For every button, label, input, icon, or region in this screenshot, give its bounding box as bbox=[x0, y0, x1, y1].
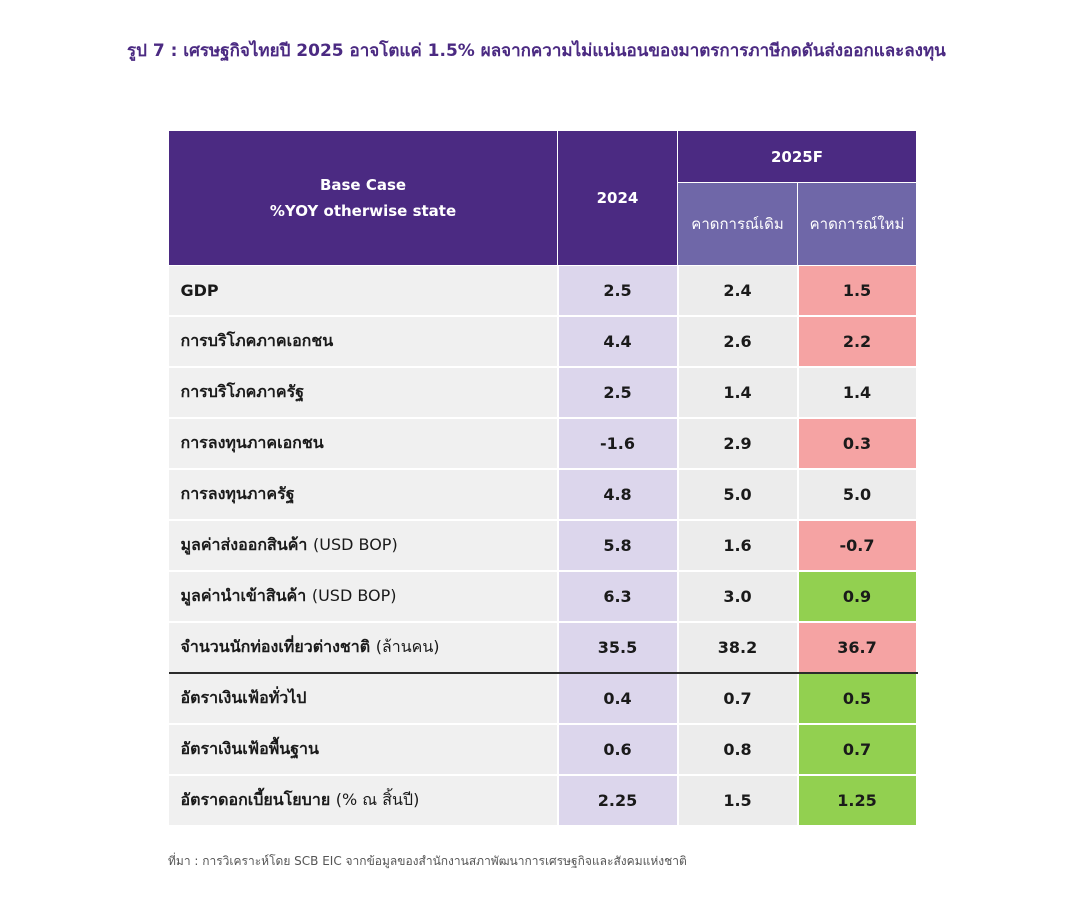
row-unit: (ล้านคน) bbox=[375, 637, 440, 656]
row-label-cell: การลงทุนภาคเอกชน bbox=[168, 418, 559, 470]
table-row: จำนวนนักท่องเที่ยวต่างชาติ (ล้านคน) 35.5 3… bbox=[168, 622, 918, 674]
table-row: อัตราเงินเฟ้อพื้นฐาน 0.6 0.8 0.7 bbox=[168, 724, 918, 776]
row-label: อัตราดอกเบี้ยนโยบาย bbox=[180, 790, 331, 809]
row-label-cell: การบริโภคภาครัฐ bbox=[168, 367, 559, 419]
value-2024: 2.5 bbox=[557, 367, 679, 419]
value-old-forecast: 2.6 bbox=[677, 316, 799, 368]
value-new-forecast: 1.4 bbox=[797, 367, 918, 419]
value-2024: 0.4 bbox=[557, 673, 679, 725]
value-new-forecast: 36.7 bbox=[797, 622, 918, 674]
value-old-forecast: 1.4 bbox=[677, 367, 799, 419]
row-label-cell: อัตราเงินเฟ้อพื้นฐาน bbox=[168, 724, 559, 776]
table-row: การลงทุนภาคเอกชน -1.6 2.9 0.3 bbox=[168, 418, 918, 470]
header-new-forecast: คาดการณ์ใหม่ bbox=[797, 182, 917, 266]
row-label-cell: การบริโภคภาคเอกชน bbox=[168, 316, 559, 368]
row-unit: (USD BOP) bbox=[313, 535, 398, 554]
value-new-forecast: 1.5 bbox=[797, 265, 918, 317]
header-old-forecast: คาดการณ์เดิม bbox=[677, 182, 798, 266]
source-note: ที่มา : การวิเคราะห์โดย SCB EIC จากข้อมู… bbox=[168, 854, 687, 868]
value-new-forecast: 2.2 bbox=[797, 316, 918, 368]
table-row: การลงทุนภาครัฐ 4.8 5.0 5.0 bbox=[168, 469, 918, 521]
row-label-cell: จำนวนนักท่องเที่ยวต่างชาติ (ล้านคน) bbox=[168, 622, 559, 674]
value-2024: 4.4 bbox=[557, 316, 679, 368]
value-2024: 0.6 bbox=[557, 724, 679, 776]
value-new-forecast: 0.3 bbox=[797, 418, 918, 470]
value-new-forecast: -0.7 bbox=[797, 520, 918, 572]
table-header: Base Case %YOY otherwise state 2024 2025… bbox=[168, 130, 917, 266]
header-year-2025f: 2025F bbox=[677, 130, 917, 183]
forecast-table: Base Case %YOY otherwise state 2024 2025… bbox=[168, 130, 918, 827]
row-label-cell: การลงทุนภาครัฐ bbox=[168, 469, 559, 521]
table-row: อัตราเงินเฟ้อทั่วไป 0.4 0.7 0.5 bbox=[168, 673, 918, 725]
row-label: การบริโภคภาคเอกชน bbox=[180, 331, 334, 350]
table-row: มูลค่านำเข้าสินค้า (USD BOP) 6.3 3.0 0.9 bbox=[168, 571, 918, 623]
header-base-case-label: Base Case bbox=[319, 176, 407, 194]
row-unit: (USD BOP) bbox=[311, 586, 397, 605]
row-label: การบริโภคภาครัฐ bbox=[180, 382, 305, 401]
value-new-forecast: 1.25 bbox=[797, 775, 918, 827]
figure-title: รูป 7 : เศรษฐกิจไทยปี 2025 อาจโตแค่ 1.5%… bbox=[127, 41, 946, 61]
row-label-cell: มูลค่าส่งออกสินค้า (USD BOP) bbox=[168, 520, 559, 572]
value-new-forecast: 0.7 bbox=[797, 724, 918, 776]
header-yoy-note: %YOY otherwise state bbox=[269, 202, 457, 220]
row-label: จำนวนนักท่องเที่ยวต่างชาติ bbox=[180, 637, 371, 656]
value-old-forecast: 5.0 bbox=[677, 469, 799, 521]
table-row: การบริโภคภาคเอกชน 4.4 2.6 2.2 bbox=[168, 316, 918, 368]
value-new-forecast: 0.9 bbox=[797, 571, 918, 623]
value-2024: 6.3 bbox=[557, 571, 679, 623]
table-row: อัตราดอกเบี้ยนโยบาย (% ณ สิ้นปี) 2.25 1.5 1… bbox=[168, 775, 918, 827]
value-old-forecast: 38.2 bbox=[677, 622, 799, 674]
value-2024: 2.5 bbox=[557, 265, 679, 317]
value-old-forecast: 3.0 bbox=[677, 571, 799, 623]
value-old-forecast: 1.5 bbox=[677, 775, 799, 827]
value-old-forecast: 0.8 bbox=[677, 724, 799, 776]
row-unit: (% ณ สิ้นปี) bbox=[335, 790, 420, 809]
value-new-forecast: 0.5 bbox=[797, 673, 918, 725]
value-new-forecast: 5.0 bbox=[797, 469, 918, 521]
row-label: อัตราเงินเฟ้อทั่วไป bbox=[180, 688, 307, 707]
header-year-2024: 2024 bbox=[557, 130, 678, 266]
row-label: มูลค่านำเข้าสินค้า bbox=[180, 586, 307, 605]
value-old-forecast: 0.7 bbox=[677, 673, 799, 725]
value-2024: 35.5 bbox=[557, 622, 679, 674]
header-base-case: Base Case %YOY otherwise state bbox=[168, 130, 558, 266]
row-label-cell: อัตราดอกเบี้ยนโยบาย (% ณ สิ้นปี) bbox=[168, 775, 559, 827]
row-label: มูลค่าส่งออกสินค้า bbox=[180, 535, 308, 554]
table-row: GDP 2.5 2.4 1.5 bbox=[168, 265, 918, 317]
value-2024: 2.25 bbox=[557, 775, 679, 827]
value-old-forecast: 1.6 bbox=[677, 520, 799, 572]
row-label: การลงทุนภาคเอกชน bbox=[180, 433, 324, 452]
value-2024: -1.6 bbox=[557, 418, 679, 470]
value-2024: 4.8 bbox=[557, 469, 679, 521]
row-label: อัตราเงินเฟ้อพื้นฐาน bbox=[180, 739, 319, 758]
value-2024: 5.8 bbox=[557, 520, 679, 572]
row-label-cell: มูลค่านำเข้าสินค้า (USD BOP) bbox=[168, 571, 559, 623]
row-label: GDP bbox=[180, 281, 219, 300]
value-old-forecast: 2.4 bbox=[677, 265, 799, 317]
value-old-forecast: 2.9 bbox=[677, 418, 799, 470]
table-body: GDP 2.5 2.4 1.5 การบริโภคภาคเอกชน 4.4 2.6 2.2 กา… bbox=[168, 265, 918, 827]
table-row: มูลค่าส่งออกสินค้า (USD BOP) 5.8 1.6 -0.7 bbox=[168, 520, 918, 572]
row-label: การลงทุนภาครัฐ bbox=[180, 484, 295, 503]
table-row: การบริโภคภาครัฐ 2.5 1.4 1.4 bbox=[168, 367, 918, 419]
row-label-cell: อัตราเงินเฟ้อทั่วไป bbox=[168, 673, 559, 725]
row-label-cell: GDP bbox=[168, 265, 559, 317]
